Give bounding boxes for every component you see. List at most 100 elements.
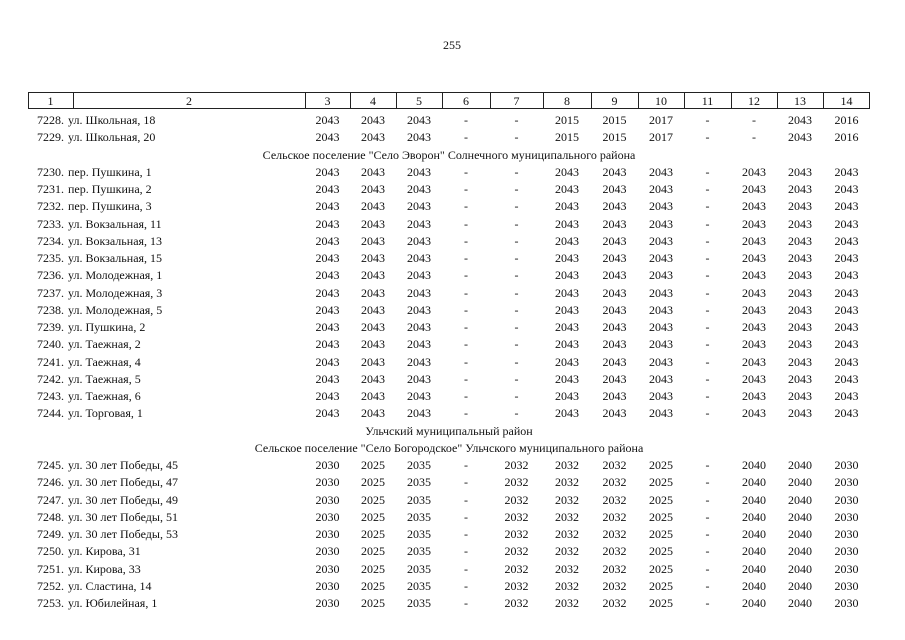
cell: 2040: [788, 578, 812, 593]
cell: 2043: [649, 182, 673, 196]
cell: 2032: [504, 596, 529, 610]
cell: 2043: [361, 354, 385, 369]
cell: 2035: [407, 578, 431, 593]
row-number: 7232.: [37, 199, 64, 214]
page-number: 255: [443, 38, 461, 52]
cell: 2035: [407, 509, 431, 524]
row-number: 7253.: [37, 596, 64, 610]
cell: 2032: [504, 561, 529, 576]
cell: 2043: [361, 302, 385, 317]
row-number: 7235.: [37, 251, 64, 265]
address: ул. Таежная, 6: [68, 389, 141, 403]
cell: 2043: [555, 389, 579, 403]
header-cell: [543, 92, 591, 109]
address: ул. Юбилейная, 1: [68, 596, 158, 610]
row-number: 7246.: [37, 475, 64, 490]
cell: 2043: [315, 320, 340, 334]
address: ул. Сластина, 14: [68, 578, 152, 593]
cell: 2040: [788, 544, 812, 559]
cell: 2040: [788, 458, 812, 472]
cell: 2043: [602, 406, 627, 421]
row-number: 7230.: [37, 164, 64, 179]
cell: 2040: [788, 475, 812, 490]
cell: 2043: [788, 354, 812, 369]
cell: 2043: [555, 251, 579, 265]
cell: -: [752, 130, 756, 145]
address: пер. Пушкина, 2: [68, 182, 152, 196]
cell: -: [705, 164, 710, 179]
row-number: 7248.: [37, 509, 64, 524]
cell: -: [705, 130, 710, 145]
cell: 2025: [361, 596, 385, 610]
cell: 2043: [315, 268, 340, 283]
cell: 2043: [361, 285, 385, 300]
cell: 2043: [742, 389, 766, 403]
cell: 2043: [407, 320, 431, 334]
cell: -: [464, 164, 468, 179]
cell: 2032: [555, 492, 579, 507]
cell: 2035: [407, 492, 431, 507]
cell: 2043: [834, 199, 859, 214]
cell: -: [514, 389, 519, 403]
row-number: 7241.: [37, 354, 64, 369]
address: ул. Молодежная, 1: [68, 268, 163, 283]
address: ул. Школьная, 20: [68, 130, 156, 145]
cell: 2043: [555, 406, 579, 421]
cell: 2030: [315, 561, 340, 576]
cell: 2016: [834, 113, 859, 127]
cell: 2035: [407, 596, 431, 610]
address: ул. Вокзальная, 13: [68, 233, 163, 248]
cell: 2043: [788, 182, 812, 196]
header-cell: [350, 92, 396, 109]
cell: -: [464, 509, 468, 524]
cell: -: [705, 544, 710, 559]
cell: -: [514, 302, 519, 317]
cell: 2015: [602, 113, 627, 127]
row-number: 7239.: [37, 320, 64, 334]
cell: 2043: [742, 216, 766, 231]
cell: 2043: [315, 285, 340, 300]
cell: -: [464, 527, 468, 541]
header-cell: [442, 92, 490, 109]
cell: 2030: [834, 475, 859, 490]
address: пер. Пушкина, 1: [68, 164, 152, 179]
header-cell: [777, 92, 823, 109]
cell: 2043: [315, 164, 340, 179]
cell: -: [705, 406, 710, 421]
cell: 2043: [602, 164, 627, 179]
cell: -: [705, 509, 710, 524]
section-title: Ульчский муниципальный район: [365, 423, 533, 438]
cell: 2043: [555, 285, 579, 300]
cell: -: [464, 561, 468, 576]
cell: 2032: [602, 527, 627, 541]
cell: -: [514, 285, 519, 300]
cell: 2030: [834, 544, 859, 559]
cell: 2043: [361, 406, 385, 421]
cell: 2040: [788, 492, 812, 507]
address: ул. 30 лет Победы, 51: [68, 509, 178, 524]
cell: 2043: [555, 268, 579, 283]
cell: 2030: [315, 475, 340, 490]
cell: 2030: [834, 578, 859, 593]
cell: 2032: [504, 458, 529, 472]
cell: 2043: [602, 216, 627, 231]
cell: 2030: [834, 596, 859, 610]
cell: -: [514, 130, 519, 145]
cell: -: [705, 596, 710, 610]
cell: 2043: [315, 371, 340, 386]
cell: 2025: [361, 527, 385, 541]
cell: 2043: [649, 406, 673, 421]
cell: -: [705, 268, 710, 283]
cell: 2032: [504, 475, 529, 490]
cell: 2032: [602, 509, 627, 524]
cell: 2032: [602, 475, 627, 490]
row-number: 7229.: [37, 130, 64, 145]
cell: -: [705, 389, 710, 403]
cell: 2043: [555, 371, 579, 386]
cell: 2035: [407, 544, 431, 559]
cell: 2043: [742, 268, 766, 283]
address: ул. Вокзальная, 15: [68, 251, 163, 265]
cell: 2043: [834, 389, 859, 403]
cell: 2030: [315, 527, 340, 541]
cell: 2043: [555, 354, 579, 369]
